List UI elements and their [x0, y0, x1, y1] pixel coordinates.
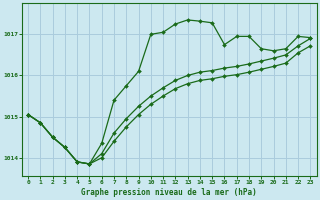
X-axis label: Graphe pression niveau de la mer (hPa): Graphe pression niveau de la mer (hPa) [81, 188, 257, 197]
